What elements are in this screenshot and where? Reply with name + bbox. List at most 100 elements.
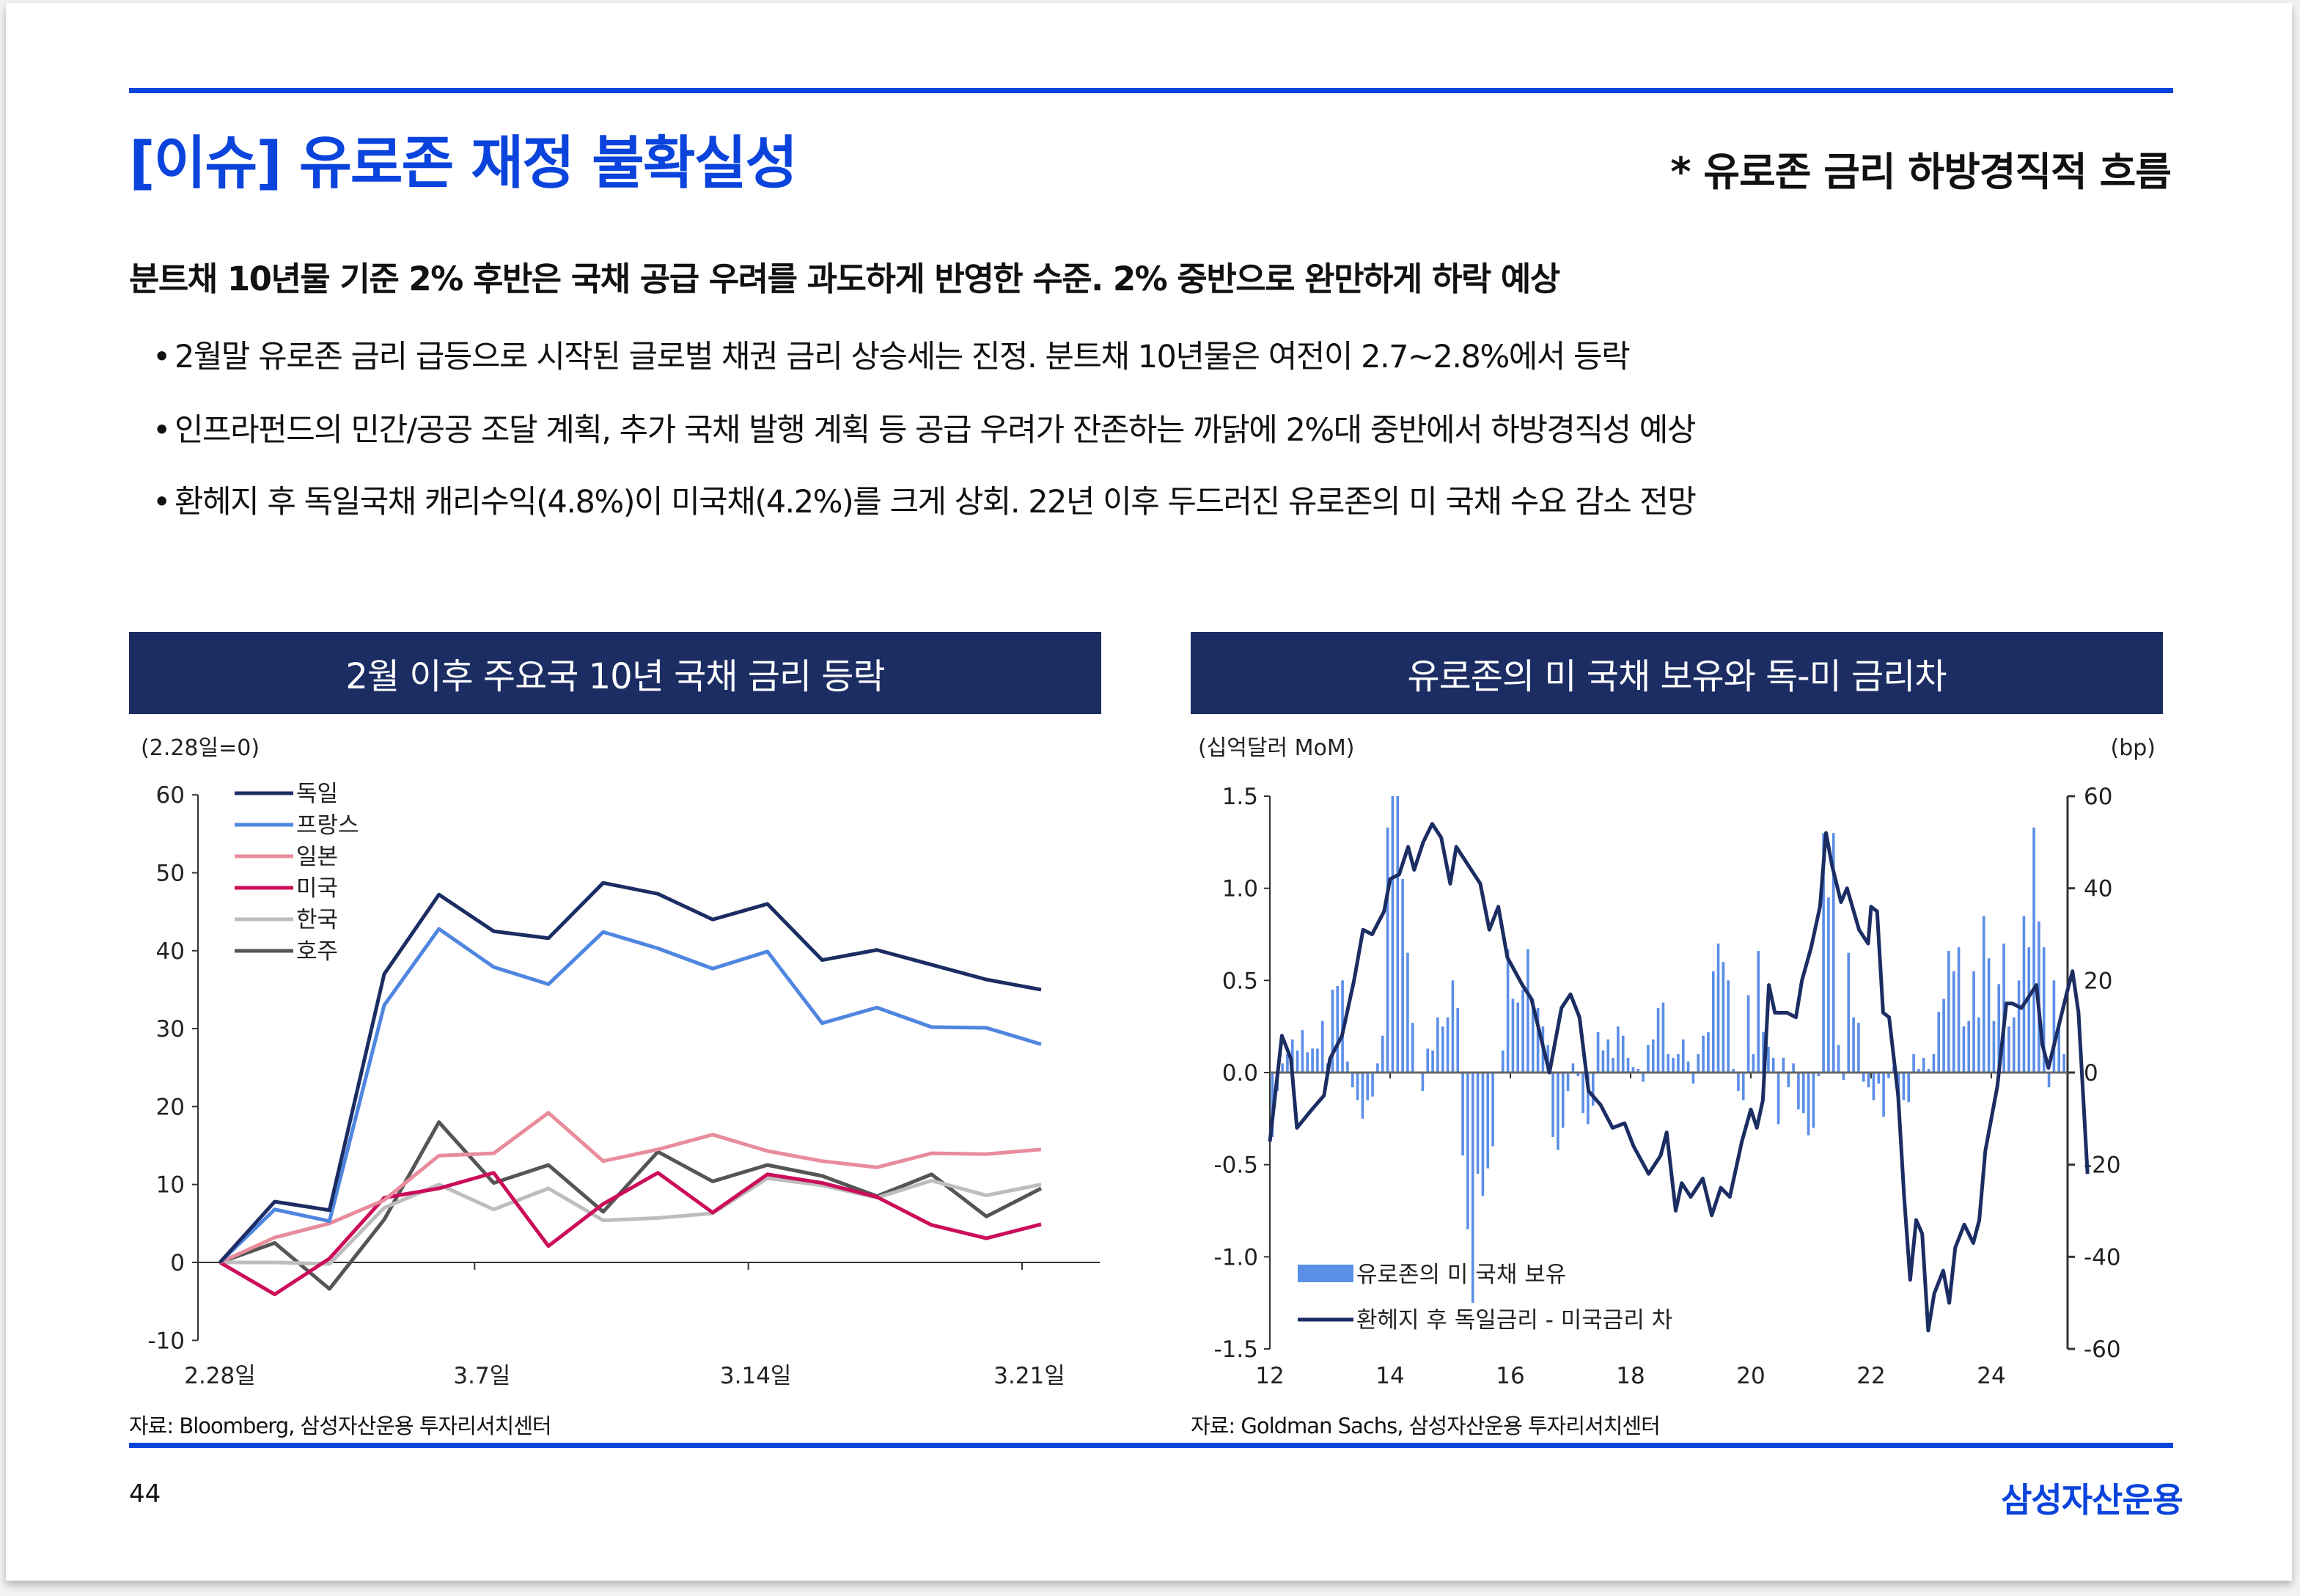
holdings-bar (1557, 1073, 1559, 1150)
legend-line-label: 환헤지 후 독일금리 - 미국금리 차 (1356, 1307, 1672, 1334)
left-tick-label: -0.5 (1214, 1152, 1259, 1179)
series-line-프랑스 (218, 927, 1042, 1264)
holdings-bar (1792, 1063, 1795, 1073)
x-tick-label: 2.28일 (184, 1363, 256, 1389)
holdings-bar (1471, 1073, 1474, 1303)
left-tick-label: 1.5 (1222, 784, 1258, 810)
holdings-bar (1286, 1053, 1289, 1073)
holdings-bar (2042, 947, 2046, 1073)
holdings-bar (1461, 1073, 1464, 1156)
holdings-bar (1501, 1050, 1504, 1073)
holdings-bar (1376, 1063, 1379, 1073)
holdings-bar (1431, 1050, 1434, 1073)
holdings-bar (1401, 879, 1404, 1073)
holdings-bar (1346, 1061, 1349, 1073)
x-tick-label: 22 (1856, 1363, 1885, 1389)
y-tick-label: 40 (156, 938, 185, 965)
bottom-rule (129, 1443, 2173, 1448)
holdings-bar (1907, 1073, 1911, 1103)
bullet-item: • 환헤지 후 독일국채 캐리수익(4.8%)이 미국채(4.2%)를 크게 상회… (153, 477, 1697, 522)
holdings-bar (1691, 1073, 1695, 1084)
holdings-bar (2002, 944, 2005, 1073)
holdings-bar (1716, 944, 1720, 1073)
holdings-bar (1822, 833, 1825, 1073)
bullet-icon: • (153, 412, 171, 449)
holdings-bar (1281, 1063, 1284, 1073)
legend-label: 독일 (296, 781, 338, 807)
holdings-bar (1967, 1021, 1971, 1073)
holdings-bar (1336, 985, 1340, 1073)
holdings-bar (1987, 958, 1991, 1073)
summary-headline: 분트채 10년물 기준 2% 후반은 국채 공급 우려를 과도하게 반영한 수준… (129, 260, 1560, 298)
holdings-bar (1290, 1039, 1294, 1073)
holdings-bar (1957, 947, 1961, 1073)
holdings-bar (1872, 1073, 1875, 1100)
holdings-bar (1837, 1045, 1840, 1073)
holdings-bar (1857, 1023, 1860, 1073)
holdings-bar (1762, 1031, 1765, 1073)
holdings-bar (1922, 1057, 1925, 1073)
holdings-bar (1962, 1026, 1966, 1073)
holdings-bar (1591, 1073, 1595, 1106)
series-line-한국 (220, 1176, 1042, 1266)
holdings-bar (1801, 1073, 1805, 1114)
left-tick-label: 0.0 (1222, 1060, 1258, 1086)
right-tick-label: 0 (2084, 1060, 2098, 1086)
series-line-독일 (218, 880, 1042, 1264)
company-logo: 삼성자산운용 (2001, 1480, 2183, 1520)
holdings-bar (1877, 1073, 1881, 1084)
right-tick-label: 60 (2084, 784, 2112, 810)
x-tick-label: 3.21일 (993, 1363, 1065, 1389)
holdings-bar (1491, 1073, 1494, 1147)
x-tick-label: 12 (1255, 1363, 1284, 1389)
holdings-bar (1917, 1068, 1920, 1073)
y-tick-label: 10 (156, 1172, 185, 1199)
left-tick-label: 1.0 (1222, 876, 1258, 902)
holdings-bar (1531, 999, 1535, 1073)
holdings-bar (1677, 1053, 1680, 1073)
chart-right-title: 유로존의 미 국채 보유와 독-미 금리차 (1191, 632, 2163, 714)
holdings-bar (1842, 1073, 1845, 1081)
holdings-bar (1456, 1008, 1460, 1073)
holdings-bar (1741, 1073, 1745, 1100)
holdings-bar (1947, 951, 1950, 1073)
legend-label: 프랑스 (296, 812, 359, 839)
x-tick-label: 14 (1375, 1363, 1404, 1389)
x-tick-label: 3.7일 (453, 1363, 510, 1389)
holdings-bar (1296, 1050, 1299, 1073)
holdings-bar (1887, 1073, 1890, 1078)
holdings-bar (2047, 1073, 2051, 1088)
holdings-bar (1942, 999, 1945, 1073)
top-rule (129, 88, 2173, 93)
source-right: 자료: Goldman Sachs, 삼성자산운용 투자리서치센터 (1191, 1413, 1661, 1438)
holdings-bar (1992, 1021, 1996, 1073)
bullet-item: • 2월말 유로존 금리 급등으로 시작된 글로벌 채권 금리 상승세는 진정. … (153, 331, 1631, 377)
holdings-bar (1511, 999, 1515, 1073)
holdings-bar (1406, 952, 1409, 1073)
holdings-bar (1862, 1073, 1865, 1082)
right-tick-label: -60 (2084, 1336, 2121, 1363)
holdings-bar (1997, 984, 2001, 1073)
x-tick-label: 20 (1736, 1363, 1765, 1389)
holdings-bar (1566, 1073, 1570, 1092)
holdings-bar (1972, 971, 1975, 1073)
x-tick-label: 3.14일 (720, 1363, 792, 1389)
bullet-icon: • (153, 339, 171, 375)
holdings-bar (1636, 1068, 1640, 1073)
holdings-bar (1711, 971, 1715, 1073)
bullet-text: 2월말 유로존 금리 급등으로 시작된 글로벌 채권 금리 상승세는 진정. 분… (174, 339, 1631, 375)
right-tick-label: 40 (2084, 876, 2112, 902)
y-tick-label: -10 (147, 1328, 185, 1354)
y-tick-label: 0 (170, 1250, 185, 1276)
holdings-bar (1902, 1073, 1906, 1100)
holdings-bar (1481, 1073, 1485, 1196)
holdings-bar (1391, 796, 1395, 1073)
holdings-bar (1672, 1057, 1675, 1073)
holdings-bar (1596, 1031, 1600, 1073)
legend-bar-swatch (1298, 1265, 1353, 1282)
holdings-bar (1702, 1035, 1705, 1073)
right-tick-label: 20 (2084, 968, 2112, 994)
holdings-bar (1746, 995, 1750, 1073)
holdings-bar (1486, 1073, 1490, 1169)
holdings-bar (1411, 1023, 1414, 1073)
